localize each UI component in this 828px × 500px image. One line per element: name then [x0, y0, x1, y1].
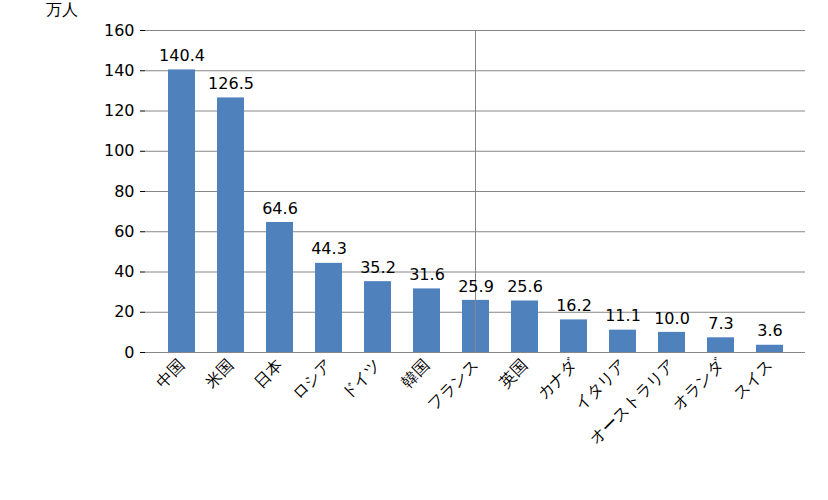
- svg-text:英国: 英国: [495, 356, 531, 392]
- svg-text:ドイツ: ドイツ: [337, 356, 384, 403]
- svg-text:64.6: 64.6: [262, 199, 298, 218]
- svg-text:25.6: 25.6: [507, 277, 543, 296]
- svg-text:126.5: 126.5: [208, 74, 254, 93]
- svg-text:韓国: 韓国: [397, 356, 433, 392]
- svg-text:140.4: 140.4: [159, 46, 205, 65]
- svg-text:イタリア: イタリア: [570, 355, 630, 415]
- svg-text:25.9: 25.9: [458, 276, 494, 295]
- svg-text:オーストラリア: オーストラリア: [586, 356, 679, 449]
- svg-text:35.2: 35.2: [360, 258, 396, 277]
- svg-text:ロシア: ロシア: [288, 356, 335, 403]
- svg-text:40: 40: [114, 262, 134, 281]
- svg-text:7.3: 7.3: [708, 314, 733, 333]
- svg-text:160: 160: [104, 21, 135, 40]
- svg-text:11.1: 11.1: [605, 306, 641, 325]
- svg-text:カナダ: カナダ: [533, 355, 581, 403]
- svg-text:31.6: 31.6: [409, 265, 445, 284]
- svg-text:オランダ: オランダ: [669, 355, 728, 414]
- svg-text:万人: 万人: [46, 0, 78, 19]
- svg-text:120: 120: [104, 101, 135, 120]
- svg-text:16.2: 16.2: [556, 296, 592, 315]
- svg-text:日本: 日本: [250, 356, 286, 392]
- svg-text:140: 140: [104, 61, 135, 80]
- svg-text:20: 20: [114, 302, 134, 321]
- svg-text:100: 100: [104, 141, 135, 160]
- svg-text:米国: 米国: [201, 356, 237, 392]
- svg-text:80: 80: [114, 182, 134, 201]
- svg-text:0: 0: [124, 343, 134, 362]
- svg-text:44.3: 44.3: [311, 239, 347, 258]
- svg-text:60: 60: [114, 222, 134, 241]
- svg-text:スイス: スイス: [729, 356, 776, 403]
- svg-text:フランス: フランス: [424, 356, 483, 415]
- svg-text:中国: 中国: [152, 356, 188, 392]
- svg-text:3.6: 3.6: [757, 321, 782, 340]
- svg-text:10.0: 10.0: [654, 308, 690, 327]
